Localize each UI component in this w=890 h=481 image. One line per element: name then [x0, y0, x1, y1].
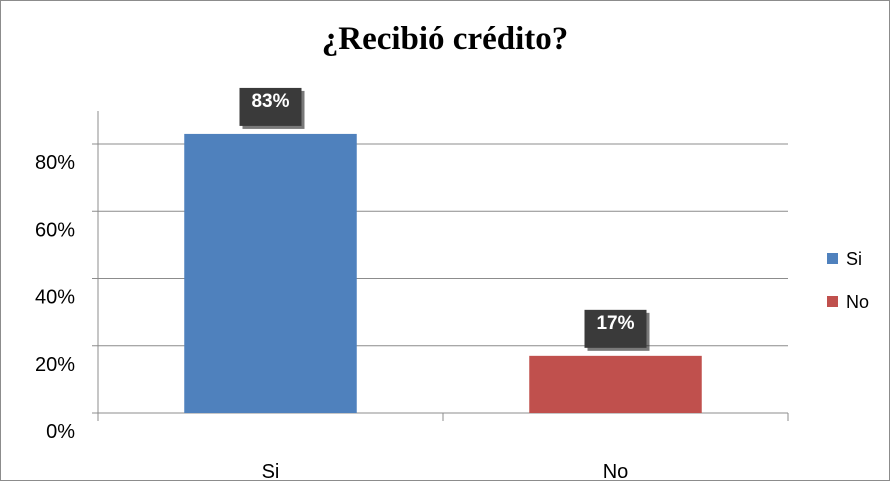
legend: Si No: [827, 249, 869, 312]
legend-swatch: [827, 296, 838, 307]
y-tick-label: 80%: [35, 152, 75, 174]
y-tick-label: 0%: [46, 421, 75, 443]
y-tick-label: 40%: [35, 287, 75, 309]
data-label-box: [239, 87, 302, 126]
axes: 0% 20% 40% 60% 80% Si No: [35, 111, 789, 480]
y-tick-label: 60%: [35, 219, 75, 241]
legend-label: No: [846, 292, 869, 312]
bar-no: [529, 355, 702, 413]
bars: [184, 133, 702, 413]
x-category-label: Si: [262, 461, 280, 480]
data-labels: 83% 17%: [239, 87, 650, 351]
legend-swatch: [827, 253, 838, 264]
legend-label: Si: [846, 249, 862, 269]
data-label: 83%: [251, 91, 289, 112]
data-label: 17%: [596, 313, 634, 334]
data-label-box: [584, 309, 647, 348]
x-category-label: No: [603, 461, 629, 480]
chart-title: ¿Recibió crédito?: [322, 21, 569, 57]
y-tick-label: 20%: [35, 354, 75, 376]
bar-si: [184, 133, 357, 413]
